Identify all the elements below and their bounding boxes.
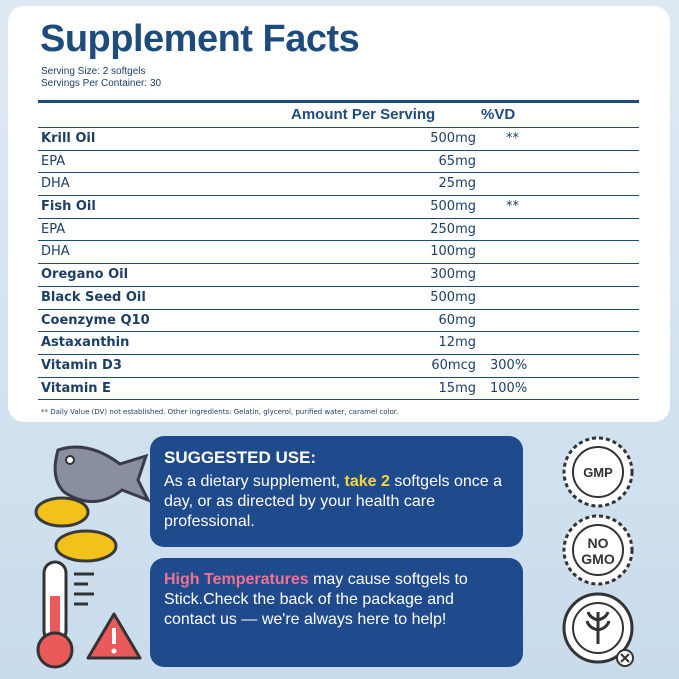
facts-row: Astaxanthin 12mg: [38, 331, 639, 354]
facts-row: Fish Oil 500mg **: [38, 195, 639, 218]
ingredient: Fish Oil: [41, 199, 96, 215]
highlight: High Temperatures: [164, 571, 309, 588]
ingredient: EPA: [41, 221, 66, 237]
ingredient: EPA: [41, 153, 66, 169]
ingredient: Oregano Oil: [41, 267, 129, 283]
suggested-use-box: SUGGESTED USE: As a dietary supplement, …: [150, 436, 523, 547]
facts-row: EPA 250mg: [38, 217, 639, 241]
highlight: take 2: [344, 473, 390, 490]
badge-text: NO GMO: [581, 535, 615, 567]
badge-text: GMP: [583, 465, 613, 480]
ingredient: Krill Oil: [41, 131, 96, 146]
facts-row: Black Seed Oil 500mg: [38, 285, 639, 309]
facts-row: DHA 100mg: [38, 240, 639, 263]
amount: 300mg: [430, 267, 476, 283]
ingredient: Black Seed Oil: [41, 289, 146, 305]
text: softgels once a day, or as directed by y…: [164, 473, 502, 530]
ingredient: DHA: [41, 176, 70, 192]
facts-table: Krill Oil 500mg ** EPA 65mg DHA 25mg Fish Oil 50…: [38, 127, 639, 401]
daily-value: 300%: [490, 357, 528, 373]
facts-row: Oregano Oil 300mg: [38, 263, 639, 286]
amount: 250mg: [430, 221, 476, 237]
daily-value: **: [506, 131, 519, 146]
rule: [38, 399, 639, 401]
warning-box: High Temperatures may cause softgels to …: [150, 558, 523, 667]
facts-row: Vitamin E 15mg 100%: [38, 376, 639, 400]
text: may cause softgels to Stick.Check the ba…: [164, 571, 468, 628]
facts-row: DHA 25mg: [38, 172, 639, 195]
amount: 15mg: [438, 380, 476, 396]
facts-row: Krill Oil 500mg **: [38, 127, 639, 150]
badges: GMP NO GMO: [562, 436, 634, 667]
column-header: Amount Per Serving: [291, 106, 436, 123]
thermometer-icon: [36, 560, 142, 669]
text: As a dietary supplement,: [164, 473, 341, 490]
amount: 60mcg: [431, 357, 476, 373]
title: Supplement Facts: [40, 18, 360, 60]
amount: 100mg: [430, 244, 476, 260]
serving-size: Serving Size: 2 softgels: [41, 66, 146, 77]
heading: SUGGESTED USE:: [164, 448, 317, 467]
ingredient: Astaxanthin: [41, 335, 130, 351]
facts-row: EPA 65mg: [38, 149, 639, 173]
ingredient: DHA: [41, 244, 70, 260]
amount: 500mg: [430, 131, 476, 146]
badge-word: NO: [588, 535, 609, 551]
facts-row: Coenzyme Q10 60mg: [38, 308, 639, 332]
badge-word: GMO: [581, 551, 615, 567]
daily-value: 100%: [490, 380, 528, 396]
amount: 500mg: [430, 289, 476, 305]
ingredient: Coenzyme Q10: [41, 312, 150, 328]
column-header: %VD: [481, 106, 516, 123]
footnote: ** Daily Value (DV) not established. Oth…: [41, 408, 399, 416]
amount: 25mg: [438, 176, 476, 192]
ingredient: Vitamin E: [41, 380, 111, 396]
ingredient: Vitamin D3: [41, 357, 122, 373]
amount: 500mg: [430, 199, 476, 215]
rule: [38, 100, 639, 103]
daily-value: **: [506, 199, 519, 215]
servings-per-container: Servings Per Container: 30: [41, 78, 162, 89]
facts-card: Supplement Facts Serving Size: 2 softgel…: [8, 6, 670, 422]
amount: 60mg: [438, 312, 476, 328]
amount: 65mg: [438, 153, 476, 169]
facts-row: Vitamin D3 60mcg 300%: [38, 353, 639, 377]
amount: 12mg: [438, 335, 476, 351]
fish-oil-icon: [34, 445, 152, 563]
